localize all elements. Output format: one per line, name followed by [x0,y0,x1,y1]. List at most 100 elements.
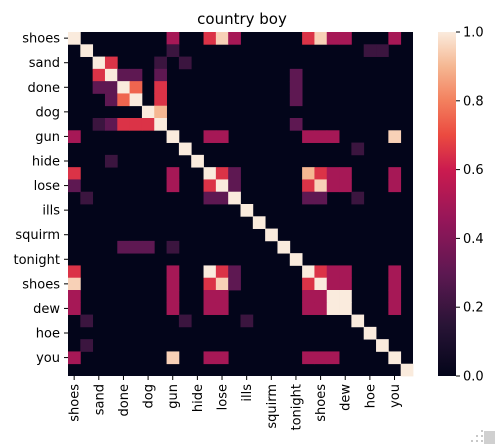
heatmap-cell [289,93,303,107]
heatmap-cell [80,191,94,205]
heatmap-cell [388,302,402,315]
x-tick-label: shoes [68,384,83,422]
heatmap-cell [203,32,217,45]
heatmap-cell [363,326,377,340]
heatmap-cell [141,105,155,119]
heatmap-cell [252,216,266,229]
heatmap-cell [68,302,81,315]
y-tick-label: shoes [22,277,60,292]
colorbar-tick-label: 0.4 [463,232,484,247]
colorbar-tick-label: 0.8 [463,94,484,109]
heatmap-cell [117,118,131,131]
y-tick-label: tonight [14,253,61,268]
heatmap-cell [265,228,278,242]
heatmap-cell [92,68,106,82]
heatmap-cell [314,277,328,291]
heatmap-cell [302,265,315,279]
heatmap-cell [314,265,328,279]
heatmap-cell [117,68,131,82]
heatmap-cell [141,118,155,131]
heatmap-cell [302,167,315,180]
heatmap-cell [339,302,352,315]
heatmap-cell [141,240,155,254]
heatmap-cell [351,191,365,205]
y-tick-label: squirm [15,228,60,243]
resize-grip-block [484,431,495,444]
x-tick-label: done [117,384,132,416]
heatmap-cell [191,154,204,168]
heatmap-cell [215,32,229,45]
heatmap-cell [154,56,167,70]
heatmap-cell [68,179,81,193]
heatmap-cell [154,93,167,107]
x-tick-label: dew [339,384,354,411]
resize-grip-dot[interactable] [471,440,473,442]
heatmap-cell [326,265,340,279]
heatmap-cell [203,191,217,205]
heatmap-cell [166,277,180,291]
resize-grip-dot[interactable] [481,440,483,442]
heatmap-cell [376,44,389,57]
heatmap-cell [277,240,291,254]
x-tick-label: hoe [363,384,378,408]
heatmap-cell [228,265,241,279]
heatmap-cell [326,130,340,143]
heatmap-cell [326,167,340,180]
heatmap-cell [166,32,180,45]
resize-grip-dot[interactable] [481,435,483,437]
heatmap-cell [154,68,167,82]
heatmap-cell [228,191,241,205]
heatmap-cell [154,118,167,131]
heatmap-cell [289,68,303,82]
resize-grip-icon[interactable] [471,430,495,444]
heatmap-cell [314,179,328,193]
heatmap-cell [240,314,254,328]
heatmap-cell [326,302,340,315]
heatmap-cell [302,179,315,193]
heatmap-cell [203,179,217,193]
heatmap-cell [339,290,352,303]
heatmap-cell [302,32,315,45]
heatmap-cell [203,167,217,180]
heatmap-cell [80,314,94,328]
y-tick-label: dog [36,105,60,120]
heatmap-cell [178,142,192,156]
heatmap-cell [68,351,81,365]
heatmap-cell [388,265,402,279]
heatmap-cell [215,277,229,291]
heatmap-cell [215,290,229,303]
heatmap-cell [302,277,315,291]
heatmap-cell [388,167,402,180]
heatmap-cell [400,363,414,377]
y-tick-label: dew [33,302,60,317]
resize-grip-dot[interactable] [476,435,478,437]
heatmap-cell [92,81,106,94]
heatmap-cell [388,277,402,291]
heatmap-cell [92,56,106,70]
heatmap-cell [203,265,217,279]
heatmap-cell [215,167,229,180]
heatmap-cell [215,351,229,365]
heatmap-cell [129,81,143,94]
colorbar-tick-label: 1.0 [463,26,484,41]
heatmap-cell [129,68,143,82]
heatmap-cell [228,167,241,180]
heatmap-cell [166,130,180,143]
resize-grip-dot[interactable] [476,440,478,442]
heatmap-cell [117,81,131,94]
x-tick-label: sand [92,384,107,415]
heatmap-cell [129,93,143,107]
heatmap-cell [104,93,118,107]
y-tick-label: done [28,81,60,96]
heatmap-cell [388,130,402,143]
heatmap-cell [166,44,180,57]
resize-grip-dot[interactable] [481,430,483,432]
heatmap-cell [339,265,352,279]
heatmap-cell [80,339,94,352]
heatmap-cells [68,32,414,377]
heatmap-cell [228,179,241,193]
heatmap-cell [104,154,118,168]
x-tick-labels: shoes sand done dog gun hide lose ills squirm ton… [68,376,403,431]
heatmap-cell [203,130,217,143]
x-tick-label: dog [142,384,157,408]
